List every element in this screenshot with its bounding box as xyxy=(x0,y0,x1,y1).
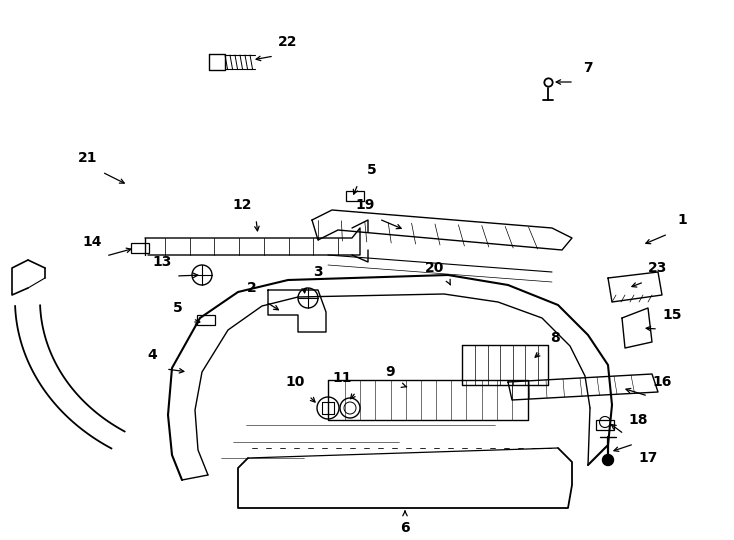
Text: 4: 4 xyxy=(147,348,157,362)
Text: 21: 21 xyxy=(79,151,98,165)
Text: 5: 5 xyxy=(367,163,377,177)
Bar xyxy=(346,191,364,201)
Text: 12: 12 xyxy=(232,198,252,212)
Text: 10: 10 xyxy=(286,375,305,389)
Text: 16: 16 xyxy=(653,375,672,389)
Text: 22: 22 xyxy=(278,35,298,49)
Text: 13: 13 xyxy=(153,255,172,269)
Text: 2: 2 xyxy=(247,281,257,295)
Bar xyxy=(131,242,149,253)
Text: 8: 8 xyxy=(550,331,560,345)
Text: 7: 7 xyxy=(584,61,593,75)
Text: 6: 6 xyxy=(400,521,410,535)
Circle shape xyxy=(603,455,614,465)
Text: 18: 18 xyxy=(628,413,647,427)
Text: 17: 17 xyxy=(639,451,658,465)
Text: 15: 15 xyxy=(662,308,682,322)
Bar xyxy=(197,315,215,326)
Text: 23: 23 xyxy=(648,261,668,275)
Text: 5: 5 xyxy=(173,301,183,315)
Text: 1: 1 xyxy=(677,213,687,227)
Text: 20: 20 xyxy=(425,261,445,275)
Text: 14: 14 xyxy=(82,235,102,249)
Bar xyxy=(596,420,614,430)
Text: 9: 9 xyxy=(385,365,395,379)
Text: 3: 3 xyxy=(313,265,323,279)
Text: 19: 19 xyxy=(355,198,374,212)
Text: 11: 11 xyxy=(333,371,352,385)
